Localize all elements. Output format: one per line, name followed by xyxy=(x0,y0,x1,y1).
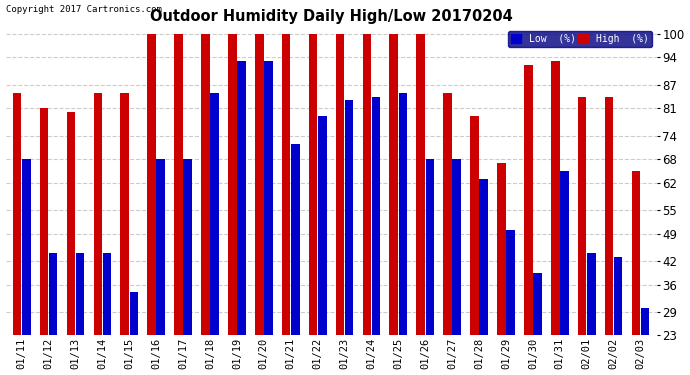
Bar xyxy=(308,34,317,335)
Title: Outdoor Humidity Daily High/Low 20170204: Outdoor Humidity Daily High/Low 20170204 xyxy=(150,9,513,24)
Bar xyxy=(443,93,452,335)
Bar xyxy=(157,159,165,335)
Bar xyxy=(201,34,210,335)
Bar xyxy=(604,97,613,335)
Bar xyxy=(480,179,488,335)
Bar xyxy=(560,171,569,335)
Bar xyxy=(345,100,353,335)
Bar xyxy=(524,65,533,335)
Bar xyxy=(578,97,586,335)
Bar xyxy=(497,163,506,335)
Text: Copyright 2017 Cartronics.com: Copyright 2017 Cartronics.com xyxy=(6,5,161,14)
Bar xyxy=(551,62,560,335)
Bar xyxy=(282,34,290,335)
Bar xyxy=(399,93,407,335)
Bar xyxy=(631,171,640,335)
Bar xyxy=(389,34,398,335)
Legend: Low  (%), High  (%): Low (%), High (%) xyxy=(508,31,652,47)
Bar xyxy=(416,34,425,335)
Bar xyxy=(40,108,48,335)
Bar xyxy=(318,116,326,335)
Bar xyxy=(506,230,515,335)
Bar xyxy=(103,253,111,335)
Bar xyxy=(130,292,138,335)
Bar xyxy=(470,116,479,335)
Bar xyxy=(148,34,156,335)
Bar xyxy=(228,34,237,335)
Bar xyxy=(76,253,84,335)
Bar xyxy=(67,112,75,335)
Bar xyxy=(641,308,649,335)
Bar xyxy=(335,34,344,335)
Bar xyxy=(587,253,595,335)
Bar xyxy=(255,34,264,335)
Bar xyxy=(533,273,542,335)
Bar xyxy=(94,93,102,335)
Bar xyxy=(453,159,461,335)
Bar xyxy=(121,93,129,335)
Bar xyxy=(614,257,622,335)
Bar xyxy=(210,93,219,335)
Bar xyxy=(237,62,246,335)
Bar xyxy=(175,34,183,335)
Bar xyxy=(372,97,380,335)
Bar xyxy=(264,62,273,335)
Bar xyxy=(13,93,21,335)
Bar xyxy=(22,159,30,335)
Bar xyxy=(426,159,434,335)
Bar xyxy=(362,34,371,335)
Bar xyxy=(291,144,299,335)
Bar xyxy=(184,159,192,335)
Bar xyxy=(49,253,57,335)
